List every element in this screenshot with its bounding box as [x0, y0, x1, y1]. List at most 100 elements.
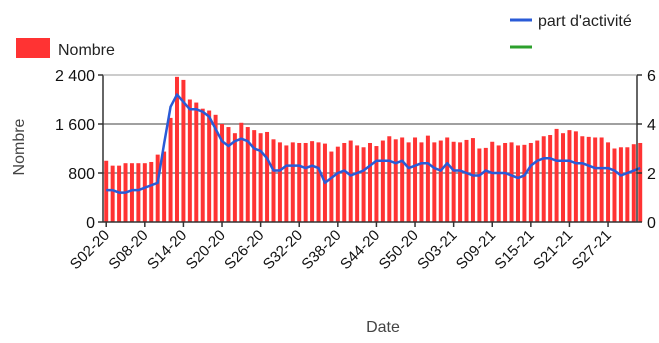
x-tick-label: S50-20: [376, 227, 422, 273]
bar: [342, 143, 346, 222]
bar: [600, 137, 604, 222]
bar: [522, 145, 526, 222]
bar: [612, 149, 616, 223]
bar: [484, 148, 488, 222]
bar: [149, 162, 153, 222]
x-tick-label: S14-20: [144, 227, 190, 273]
bar: [374, 146, 378, 222]
bar: [381, 141, 385, 222]
y2-tick-label: 2: [647, 166, 656, 183]
x-tick-label: S03-21: [414, 227, 460, 273]
legend: Nombre part d'activité: [16, 13, 632, 59]
bar: [194, 103, 198, 222]
y2-tick-label: 0: [647, 215, 656, 232]
legend-swatch-bars: [16, 38, 50, 58]
line-part-activite: [106, 95, 640, 193]
bar: [188, 100, 192, 223]
bar: [252, 130, 256, 222]
bar: [535, 141, 539, 222]
y-tick-label: 2 400: [55, 68, 95, 85]
bar: [542, 136, 546, 222]
bar: [426, 136, 430, 222]
bar: [233, 133, 237, 222]
bar: [503, 143, 507, 222]
bar: [574, 131, 578, 222]
bar: [477, 149, 481, 223]
bar: [336, 147, 340, 222]
bar: [625, 147, 629, 222]
y-axis-label: Nombre: [11, 118, 28, 175]
y-tick-label: 0: [86, 215, 95, 232]
bar: [143, 163, 147, 222]
bar: [567, 130, 571, 222]
bar: [510, 142, 514, 222]
bar: [452, 142, 456, 222]
bar: [413, 137, 417, 222]
bar: [432, 142, 436, 222]
x-tick-label: S02-20: [67, 227, 113, 273]
bar: [169, 118, 173, 222]
bar: [291, 142, 295, 222]
x-tick-label: S09-21: [453, 227, 499, 273]
x-tick-label: S38-20: [298, 227, 344, 273]
y2-tick-label: 4: [647, 117, 656, 134]
x-tick-label: S08-20: [105, 227, 151, 273]
x-tick-label: S26-20: [221, 227, 267, 273]
bar: [407, 142, 411, 222]
bar: [593, 137, 597, 222]
bar: [497, 145, 501, 222]
bar: [310, 141, 314, 222]
x-tick-label: S44-20: [337, 227, 383, 273]
bar: [529, 143, 533, 222]
bar: [349, 141, 353, 222]
y-tick-labels: 0 800 1 600 2 400: [55, 68, 95, 232]
bar: [561, 133, 565, 222]
y-tick-label: 800: [68, 166, 95, 183]
bar: [394, 139, 398, 222]
line-series: [106, 95, 640, 193]
bar: [445, 137, 449, 222]
legend-label-line: part d'activité: [538, 13, 632, 30]
bar: [490, 142, 494, 222]
bar: [465, 140, 469, 222]
x-tick-label: S27-21: [569, 227, 615, 273]
legend-label-bars: Nombre: [58, 42, 115, 59]
bar: [111, 166, 115, 222]
bar: [201, 109, 205, 222]
bar: [304, 143, 308, 222]
bar: [355, 145, 359, 222]
bar: [162, 152, 166, 222]
bar: [439, 141, 443, 222]
x-axis-label: Date: [366, 319, 400, 336]
x-tick-label: S20-20: [183, 227, 229, 273]
bar: [458, 142, 462, 222]
bar: [130, 163, 134, 222]
bar: [136, 163, 140, 222]
y2-tick-labels: 0 2 4 6: [647, 68, 656, 232]
bar: [329, 152, 333, 222]
bar: [587, 137, 591, 222]
bar: [638, 143, 642, 222]
bar: [516, 145, 520, 222]
bar: [580, 136, 584, 222]
bar: [317, 142, 321, 222]
bar: [226, 127, 230, 222]
bar: [297, 143, 301, 222]
x-tick-label: S15-21: [491, 227, 537, 273]
bar: [387, 136, 391, 222]
bar: [278, 142, 282, 222]
bar: [400, 137, 404, 222]
y2-tick-label: 6: [647, 68, 656, 85]
bar: [555, 129, 559, 222]
bars: [104, 77, 642, 222]
bar: [548, 135, 552, 222]
bar: [619, 147, 623, 222]
bar: [606, 142, 610, 222]
y-tick-label: 1 600: [55, 117, 95, 134]
bar: [207, 111, 211, 222]
x-tick-label: S32-20: [260, 227, 306, 273]
bar: [284, 145, 288, 222]
bar: [419, 142, 423, 222]
